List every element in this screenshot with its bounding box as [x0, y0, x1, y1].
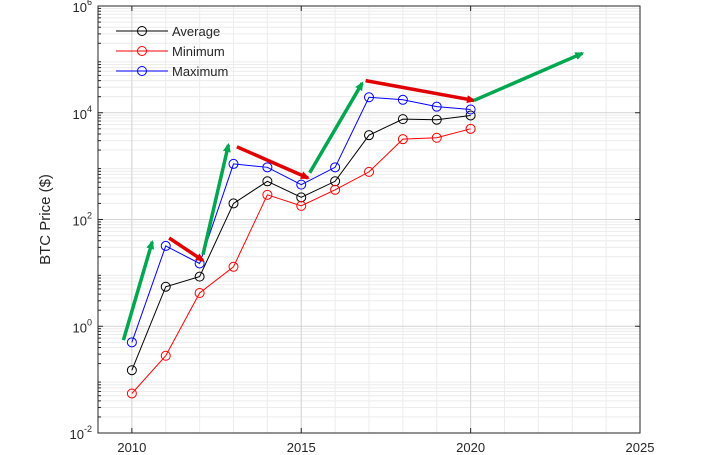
data-point-average: [364, 130, 374, 141]
series-line-average: [131, 114, 471, 371]
trend-arrow-up: [201, 142, 231, 255]
data-point-maximum: [126, 337, 137, 348]
x-tick-label: 2020: [456, 440, 485, 455]
legend-marker: [137, 66, 147, 76]
data-point-maximum: [330, 162, 341, 173]
data-point-average: [228, 198, 239, 209]
y-tick-label: 10-2: [70, 424, 92, 442]
data-point-minimum: [194, 287, 205, 298]
series-layer: [126, 92, 476, 399]
trend-arrow-down: [365, 78, 476, 104]
data-point-average: [431, 114, 442, 125]
trend-arrow-down: [168, 236, 205, 263]
data-point-minimum: [431, 132, 442, 143]
series-line-minimum: [131, 128, 471, 394]
data-point-average: [397, 114, 408, 125]
data-point-average: [126, 365, 137, 376]
data-point-maximum: [465, 104, 476, 115]
data-point-minimum: [465, 123, 476, 134]
legend-entry-average: Average: [116, 24, 220, 39]
data-point-average: [194, 271, 205, 282]
data-point-minimum: [296, 200, 307, 211]
data-point-maximum: [397, 94, 408, 105]
trend-arrow-up: [473, 51, 585, 103]
y-tick-label: 102: [73, 211, 92, 229]
series-line-maximum: [131, 96, 471, 343]
trend-arrow-up: [308, 81, 364, 174]
data-point-minimum: [228, 261, 239, 272]
data-point-maximum: [296, 179, 307, 190]
legend-label: Maximum: [172, 64, 228, 79]
data-point-minimum: [262, 189, 273, 200]
y-tick-label: 104: [73, 104, 92, 122]
trend-arrow-down: [236, 145, 310, 180]
trend-arrows: [121, 51, 585, 341]
x-tick-label: 2025: [626, 440, 655, 455]
data-point-minimum: [397, 134, 408, 145]
series-average: [126, 110, 476, 376]
series-maximum: [126, 92, 476, 348]
axes: 2010 2015 2020 2025 10-2 100 102 104 106: [70, 0, 655, 455]
y-axis-label: BTC Price ($): [37, 174, 54, 265]
data-point-maximum: [228, 158, 239, 169]
legend-label: Minimum: [172, 44, 225, 59]
x-tick-label: 2010: [117, 440, 146, 455]
series-minimum: [126, 123, 476, 399]
legend: Average Minimum Maximum: [116, 24, 228, 79]
y-tick-label: 106: [73, 0, 92, 15]
legend-entry-maximum: Maximum: [116, 64, 228, 79]
legend-label: Average: [172, 24, 220, 39]
trend-arrow-up: [121, 240, 155, 341]
data-point-maximum: [431, 101, 442, 112]
data-point-minimum: [160, 350, 171, 361]
data-point-maximum: [160, 240, 171, 251]
data-point-minimum: [330, 184, 341, 195]
x-tick-label: 2015: [287, 440, 316, 455]
data-point-average: [160, 281, 171, 292]
data-point-minimum: [126, 388, 137, 399]
legend-marker: [137, 46, 147, 56]
data-point-maximum: [262, 162, 273, 173]
legend-marker: [137, 26, 147, 36]
data-point-maximum: [364, 92, 374, 103]
data-point-average: [465, 110, 476, 121]
data-point-average: [262, 176, 273, 187]
data-point-minimum: [364, 166, 374, 177]
legend-entry-minimum: Minimum: [116, 44, 225, 59]
y-tick-label: 100: [73, 317, 92, 335]
